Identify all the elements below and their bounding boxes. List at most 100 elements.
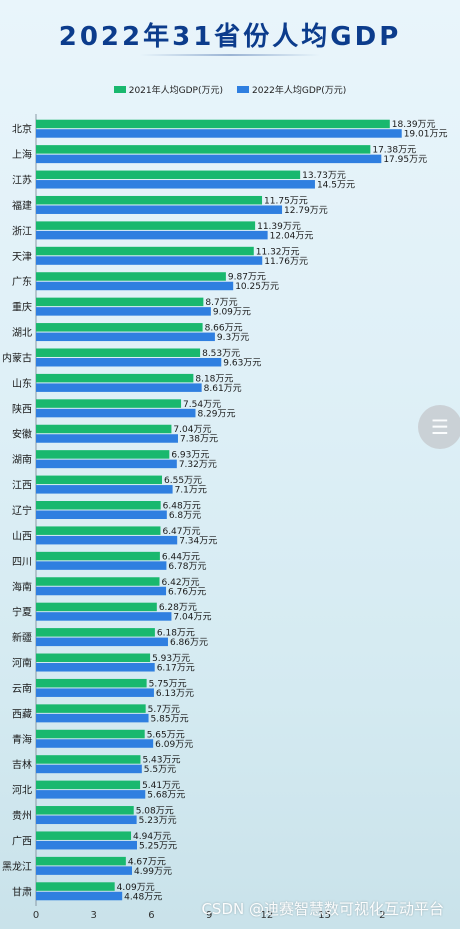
bar-2021 bbox=[36, 348, 201, 357]
data-label-2021: 18.39万元 bbox=[392, 120, 436, 130]
data-label-2022: 12.79万元 bbox=[284, 206, 328, 216]
category-label: 河南 bbox=[12, 657, 32, 670]
bar-2021 bbox=[36, 526, 161, 535]
category-label: 河北 bbox=[12, 785, 32, 797]
bar-2022 bbox=[36, 637, 168, 647]
legend-item-2022[interactable]: 2022年人均GDP(万元) bbox=[237, 83, 346, 96]
data-label-2022: 8.61万元 bbox=[204, 384, 242, 394]
data-label-2021: 11.32万元 bbox=[256, 247, 300, 257]
data-label-2022: 6.76万元 bbox=[168, 587, 206, 597]
bar-2022 bbox=[36, 510, 167, 519]
bar-2021 bbox=[36, 602, 157, 612]
data-label-2021: 5.41万元 bbox=[142, 781, 180, 791]
bar-2022 bbox=[36, 535, 178, 545]
bar-2021 bbox=[36, 195, 263, 205]
data-label-2021: 5.93万元 bbox=[152, 654, 190, 664]
bar-2022 bbox=[36, 434, 178, 443]
bar-2021 bbox=[36, 831, 132, 840]
data-label-2022: 6.86万元 bbox=[170, 638, 208, 648]
data-label-2022: 9.63万元 bbox=[223, 358, 261, 368]
data-label-2021: 6.42万元 bbox=[162, 578, 200, 588]
data-label-2022: 6.78万元 bbox=[168, 562, 206, 572]
x-tick-label: 15 bbox=[318, 910, 331, 921]
bar-2022 bbox=[36, 739, 154, 748]
data-label-2021: 5.75万元 bbox=[149, 679, 187, 689]
x-tick-label: 3 bbox=[91, 910, 97, 921]
legend-label-2021: 2021年人均GDP(万元) bbox=[128, 86, 223, 96]
legend-label-2022: 2022年人均GDP(万元) bbox=[252, 86, 347, 96]
bar-2021 bbox=[36, 653, 151, 663]
data-label-2021: 6.47万元 bbox=[162, 527, 200, 537]
data-label-2022: 5.68万元 bbox=[147, 791, 185, 801]
bar-2022 bbox=[36, 256, 263, 265]
bar-2022 bbox=[36, 612, 172, 621]
data-label-2022: 5.23万元 bbox=[139, 816, 177, 826]
bar-2022 bbox=[36, 459, 177, 469]
category-label: 吉林 bbox=[12, 758, 32, 771]
bar-2022 bbox=[36, 866, 132, 875]
data-label-2021: 9.87万元 bbox=[228, 273, 266, 283]
bar-2022 bbox=[36, 281, 234, 291]
bar-2021 bbox=[36, 806, 134, 815]
bar-2021 bbox=[36, 399, 182, 408]
data-label-2021: 5.08万元 bbox=[136, 807, 174, 817]
legend-item-2021[interactable]: 2021年人均GDP(万元) bbox=[113, 83, 223, 96]
category-label: 四川 bbox=[12, 557, 32, 568]
category-label: 内蒙古 bbox=[2, 351, 32, 364]
data-label-2021: 5.7万元 bbox=[148, 705, 180, 715]
list-menu-icon[interactable]: ☰ bbox=[418, 405, 460, 449]
data-label-2022: 17.95万元 bbox=[383, 155, 427, 165]
data-label-2021: 11.39万元 bbox=[257, 222, 301, 232]
bar-2022 bbox=[36, 408, 196, 418]
data-label-2021: 6.48万元 bbox=[163, 502, 201, 512]
data-label-2021: 7.04万元 bbox=[173, 425, 211, 435]
bar-2022 bbox=[36, 764, 142, 774]
bar-2022 bbox=[36, 205, 283, 214]
legend: 2021年人均GDP(万元) 2022年人均GDP(万元) bbox=[0, 83, 460, 96]
data-label-2022: 6.13万元 bbox=[156, 689, 194, 699]
data-label-2022: 7.38万元 bbox=[180, 435, 218, 445]
data-label-2022: 19.01万元 bbox=[404, 130, 448, 140]
category-label: 天津 bbox=[12, 251, 32, 263]
bar-2022 bbox=[36, 154, 382, 164]
data-label-2021: 4.67万元 bbox=[128, 857, 166, 867]
bar-2021 bbox=[36, 501, 161, 510]
bar-2022 bbox=[36, 790, 146, 799]
bar-2021 bbox=[36, 704, 146, 713]
bar-2022 bbox=[36, 332, 215, 342]
bar-2021 bbox=[36, 856, 126, 866]
bar-2021 bbox=[36, 297, 204, 307]
category-label: 福建 bbox=[12, 199, 32, 212]
data-label-2021: 8.66万元 bbox=[205, 324, 243, 334]
bar-2022 bbox=[36, 230, 268, 240]
category-label: 新疆 bbox=[12, 631, 32, 644]
bar-2022 bbox=[36, 586, 167, 596]
category-label: 甘肃 bbox=[12, 885, 32, 898]
category-label: 北京 bbox=[12, 123, 32, 136]
bar-2022 bbox=[36, 815, 137, 825]
category-label: 山东 bbox=[12, 377, 32, 390]
data-label-2022: 7.34万元 bbox=[179, 536, 217, 546]
category-label: 安徽 bbox=[12, 428, 32, 441]
bar-2021 bbox=[36, 272, 226, 281]
category-label: 重庆 bbox=[12, 301, 32, 314]
data-label-2022: 10.25万元 bbox=[235, 282, 279, 292]
data-label-2022: 14.5万元 bbox=[317, 181, 355, 191]
data-label-2021: 6.55万元 bbox=[164, 476, 202, 486]
x-tick-label: 0 bbox=[33, 910, 39, 921]
category-label: 上海 bbox=[12, 148, 32, 161]
bar-2022 bbox=[36, 180, 315, 189]
category-label: 贵州 bbox=[12, 809, 32, 822]
category-label: 云南 bbox=[12, 682, 32, 695]
data-label-2022: 6.17万元 bbox=[157, 664, 195, 674]
bar-2022 bbox=[36, 129, 402, 138]
x-tick-label: 2 bbox=[379, 910, 385, 921]
data-label-2022: 5.5万元 bbox=[144, 765, 176, 775]
category-label: 湖南 bbox=[12, 453, 32, 466]
data-label-2022: 6.8万元 bbox=[169, 511, 201, 521]
data-label-2022: 4.99万元 bbox=[134, 867, 172, 877]
data-label-2021: 5.65万元 bbox=[147, 730, 185, 740]
bar-2022 bbox=[36, 713, 149, 723]
data-label-2021: 17.38万元 bbox=[372, 146, 416, 156]
